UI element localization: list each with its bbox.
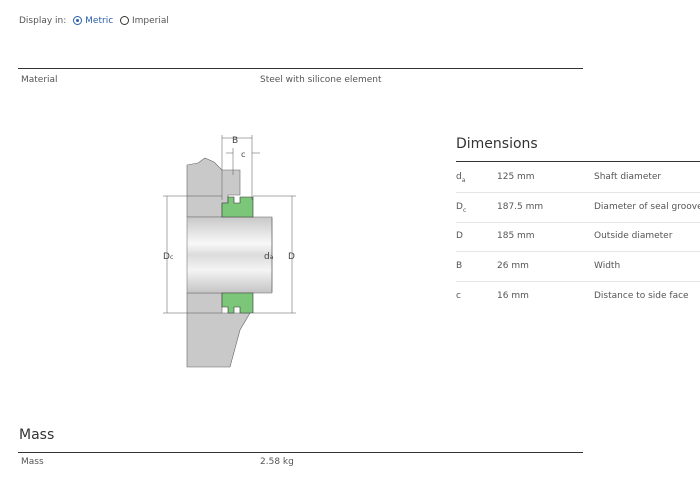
- row-divider: [456, 281, 700, 283]
- display-in-label: Display in:: [19, 16, 67, 26]
- dimension-symbol: B: [456, 261, 463, 272]
- mass-value: 2.58 kg: [260, 457, 294, 467]
- dimension-symbol: da: [456, 172, 466, 184]
- material-label: Material: [21, 75, 58, 85]
- radio-metric[interactable]: Metric: [69, 16, 113, 26]
- divider: [456, 161, 700, 162]
- label-D: D: [288, 252, 295, 262]
- label-Dc: Dc: [163, 252, 173, 262]
- dimension-description: Outside diameter: [594, 231, 673, 242]
- dimension-description: Distance to side face: [594, 290, 689, 301]
- divider: [18, 452, 583, 453]
- dimensions-title: Dimensions: [456, 136, 538, 152]
- dimension-symbol: c: [456, 290, 461, 301]
- seal-cross-section-drawing: B c Dc da D: [163, 135, 296, 368]
- dimension-value: 26 mm: [497, 261, 529, 272]
- radio-checked-icon[interactable]: [73, 16, 83, 25]
- radio-unchecked-icon[interactable]: [120, 16, 130, 25]
- radio-imperial[interactable]: Imperial: [116, 16, 169, 26]
- mass-label: Mass: [21, 457, 44, 467]
- dimension-symbol: D: [456, 231, 463, 242]
- seal-lower: [221, 292, 254, 314]
- dimension-value: 185 mm: [497, 231, 535, 242]
- shaft: [186, 216, 273, 294]
- dimension-description: Diameter of seal groove: [594, 201, 700, 212]
- row-divider: [456, 221, 700, 223]
- seal-upper: [221, 196, 254, 218]
- label-c: c: [241, 150, 245, 159]
- dimension-value: 187.5 mm: [497, 201, 544, 212]
- label-da: da: [264, 252, 274, 262]
- row-divider: [456, 251, 700, 253]
- label-B: B: [232, 136, 238, 146]
- dimension-value: 125 mm: [497, 172, 535, 182]
- row-divider: [456, 192, 700, 193]
- mass-title: Mass: [19, 427, 55, 443]
- divider: [18, 68, 583, 69]
- unit-selector: Display in: Metric Imperial: [19, 16, 169, 26]
- material-value: Steel with silicone element: [260, 75, 382, 85]
- dimension-symbol: Dc: [456, 201, 467, 214]
- dimension-description: Shaft diameter: [594, 172, 662, 182]
- dimension-description: Width: [594, 261, 621, 272]
- dimension-value: 16 mm: [497, 290, 529, 301]
